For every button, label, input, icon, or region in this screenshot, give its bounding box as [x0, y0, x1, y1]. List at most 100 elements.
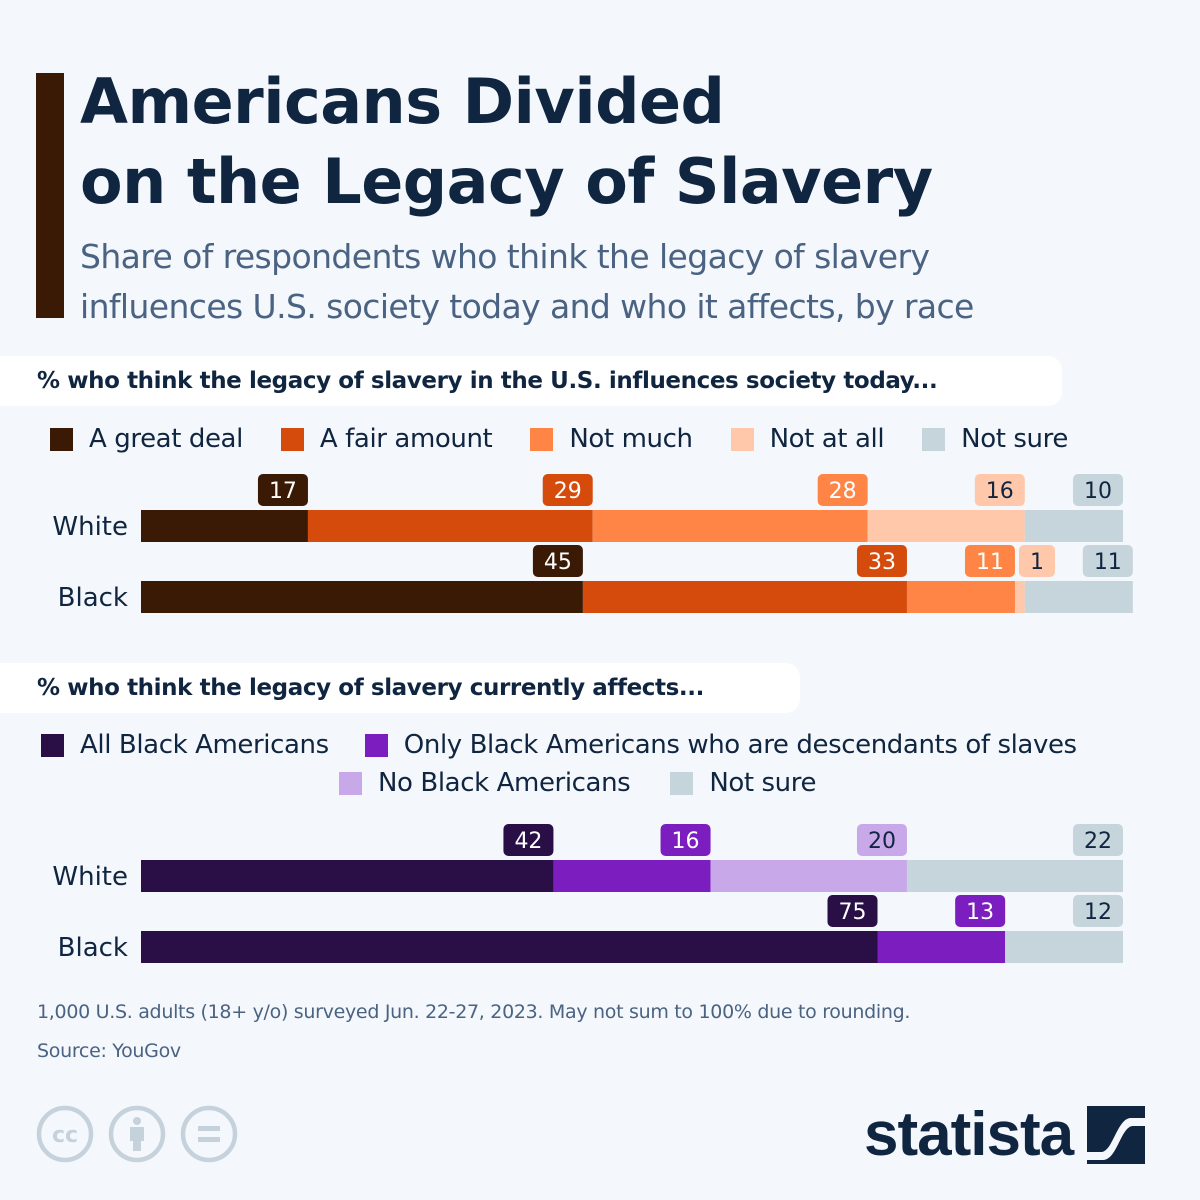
- bar-white-no-black-americans: [710, 860, 907, 892]
- statista-logo-icon: [1087, 1106, 1146, 1164]
- bar-white-not-at-all: [867, 510, 1025, 542]
- value-label-bg: [542, 474, 593, 506]
- legend-label: A fair amount: [319, 424, 493, 454]
- bar-black-not-at-all: [1014, 581, 1025, 613]
- bar-white-not-sure: [906, 860, 1123, 892]
- value-label-bg: [503, 824, 554, 856]
- legend-swatch: [280, 427, 304, 451]
- legend-label: All Black Americans: [80, 730, 329, 760]
- legend-item-not-sure: Not sure: [670, 768, 816, 798]
- legend-label: Not at all: [769, 424, 885, 454]
- category-label-black: Black: [58, 933, 128, 963]
- value-label-bg: [660, 824, 711, 856]
- value-label-bg: [1073, 824, 1123, 856]
- bar-black-a-fair-amount: [582, 581, 907, 613]
- value-label-black-not-at-all: 1: [1030, 550, 1044, 575]
- no-derivatives-icon: [180, 1105, 238, 1163]
- chart-2-legend-row-2: No Black Americans Not sure: [339, 768, 816, 798]
- bar-black-all-black-americans: [141, 931, 878, 963]
- value-label-bg: [257, 474, 308, 506]
- subtitle-line: influences U.S. society today and who it…: [80, 287, 974, 326]
- value-label-white-all-black-americans: 42: [514, 829, 542, 854]
- value-label-black-not-sure: 11: [1094, 550, 1122, 575]
- legend-swatch: [670, 771, 694, 795]
- chart-2-title: % who think the legacy of slavery curren…: [0, 663, 800, 713]
- legend-swatch: [364, 733, 388, 757]
- bar-white-only-black-americans-who-are-descendants-of-slaves: [553, 860, 711, 892]
- value-label-bg: [1082, 545, 1133, 577]
- title-line: on the Legacy of Slavery: [80, 145, 933, 218]
- title-accent-bar: [36, 73, 64, 318]
- value-label-black-not-sure: 12: [1084, 900, 1112, 925]
- value-label-black-only-black-americans-who-are-descendants-of-slaves: 13: [966, 900, 994, 925]
- legend-item-only-black-americans-who-are-descendants-of-slaves: Only Black Americans who are descendants…: [364, 730, 1077, 760]
- category-label-white: White: [52, 862, 128, 892]
- license-icons: cc: [36, 1105, 238, 1163]
- legend-swatch: [41, 733, 64, 757]
- legend-item-not-at-all: Not at all: [730, 424, 885, 454]
- bar-white-not-sure: [1024, 510, 1123, 542]
- category-label-white: White: [52, 512, 128, 542]
- footer-note: 1,000 U.S. adults (18+ y/o) surveyed Jun…: [37, 1001, 911, 1023]
- value-label-black-a-fair-amount: 33: [868, 550, 896, 575]
- value-label-white-a-great-deal: 17: [269, 479, 297, 504]
- legend-swatch: [339, 771, 362, 795]
- value-label-bg: [532, 545, 583, 577]
- creative-commons-icon: cc: [36, 1105, 94, 1163]
- legend-swatch: [50, 427, 73, 451]
- bar-black-not-much: [906, 581, 1015, 613]
- value-label-white-a-fair-amount: 29: [554, 479, 582, 504]
- value-label-black-a-great-deal: 45: [544, 550, 572, 575]
- chart-subtitle: Share of respondents who think the legac…: [80, 232, 1190, 332]
- chart-1-title: % who think the legacy of slavery in the…: [0, 356, 1062, 406]
- chart-2-plot: White 42 16 20 22 Black 75 13 12: [52, 824, 1123, 963]
- legend-item-a-great-deal: A great deal: [50, 424, 243, 454]
- legend-label: A great deal: [89, 424, 243, 454]
- legend-item-no-black-americans: No Black Americans: [339, 768, 631, 798]
- legend-swatch: [530, 427, 554, 451]
- category-label-black: Black: [58, 583, 128, 613]
- svg-text:cc: cc: [52, 1123, 78, 1148]
- legend-label: Not sure: [961, 424, 1068, 454]
- value-label-bg: [1073, 474, 1123, 506]
- legend-item-not-much: Not much: [530, 424, 693, 454]
- value-label-white-not-sure: 10: [1084, 479, 1112, 504]
- bar-black-only-black-americans-who-are-descendants-of-slaves: [877, 931, 1006, 963]
- bar-white-a-fair-amount: [307, 510, 593, 542]
- legend-item-not-sure: Not sure: [922, 424, 1068, 454]
- value-label-bg: [955, 895, 1006, 927]
- brand-name: statista: [864, 1100, 1074, 1169]
- legend-swatch: [730, 427, 754, 451]
- value-label-bg: [856, 545, 907, 577]
- value-label-black-not-much: 11: [976, 550, 1004, 575]
- bar-black-not-sure: [1024, 581, 1133, 613]
- value-label-bg: [827, 895, 878, 927]
- value-label-bg: [1073, 895, 1123, 927]
- value-label-bg: [964, 545, 1015, 577]
- bar-white-all-black-americans: [141, 860, 554, 892]
- value-label-bg: [817, 474, 868, 506]
- title-line: Americans Divided: [80, 65, 725, 138]
- value-label-black-all-black-americans: 75: [839, 900, 867, 925]
- value-label-white-not-sure: 22: [1084, 829, 1112, 854]
- value-label-bg: [974, 474, 1025, 506]
- legend-item-a-fair-amount: A fair amount: [280, 424, 493, 454]
- statista-logo[interactable]: statista: [864, 1100, 1146, 1170]
- legend-swatch: [922, 427, 946, 451]
- legend-label: No Black Americans: [378, 768, 631, 798]
- bar-white-a-great-deal: [141, 510, 308, 542]
- legend-label: Only Black Americans who are descendants…: [403, 730, 1077, 760]
- value-label-bg: [856, 824, 907, 856]
- chart-title: Americans Divided on the Legacy of Slave…: [80, 62, 1180, 222]
- chart-2-legend-row-1: All Black Americans Only Black Americans …: [41, 730, 1077, 760]
- value-label-white-not-at-all: 16: [986, 479, 1014, 504]
- footer-source: Source: YouGov: [37, 1040, 181, 1062]
- bar-black-not-sure: [1005, 931, 1123, 963]
- bar-white-not-much: [592, 510, 868, 542]
- value-label-white-no-black-americans: 20: [868, 829, 896, 854]
- attribution-icon: [108, 1105, 166, 1163]
- subtitle-line: Share of respondents who think the legac…: [80, 237, 930, 276]
- legend-item-all-black-americans: All Black Americans: [41, 730, 329, 760]
- legend-label: Not much: [569, 424, 693, 454]
